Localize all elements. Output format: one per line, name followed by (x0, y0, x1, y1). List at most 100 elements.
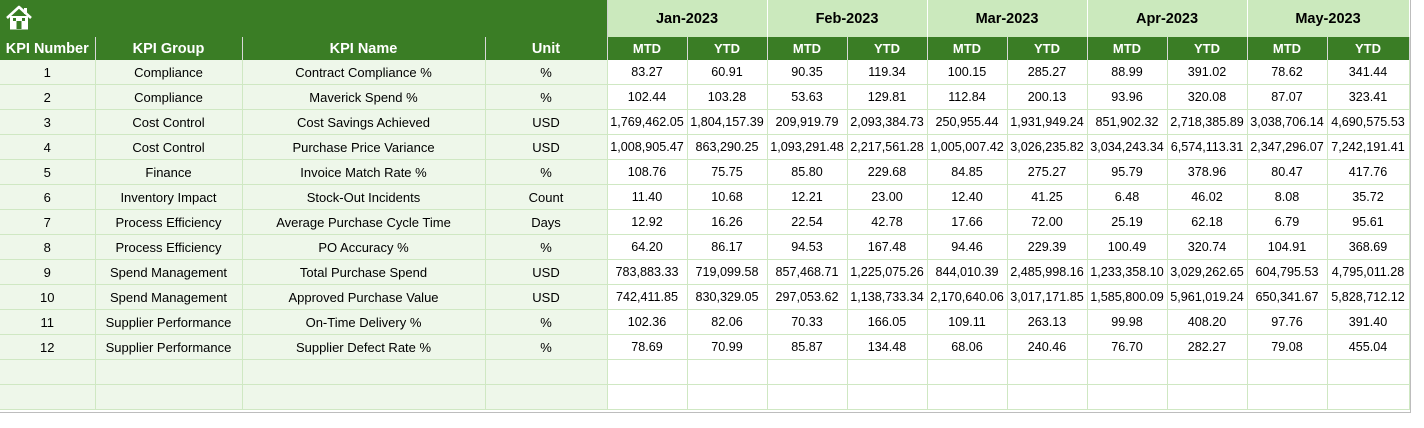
mtd-value-cell[interactable]: 1,233,358.10 (1087, 259, 1168, 285)
kpi-name-cell[interactable]: Contract Compliance % (242, 60, 486, 85)
kpi-number-cell[interactable]: 3 (0, 109, 96, 135)
header-mtd[interactable]: MTD (927, 37, 1008, 60)
mtd-value-cell[interactable]: 83.27 (607, 60, 688, 85)
mtd-value-cell[interactable]: 25.19 (1087, 209, 1168, 235)
ytd-value-cell[interactable]: 3,029,262.65 (1167, 259, 1248, 285)
mtd-value-cell[interactable]: 97.76 (1247, 309, 1328, 335)
mtd-value-cell[interactable]: 250,955.44 (927, 109, 1008, 135)
home-icon[interactable] (4, 4, 34, 32)
mtd-value-cell[interactable]: 1,005,007.42 (927, 134, 1008, 160)
kpi-group-cell[interactable] (95, 359, 243, 385)
header-ytd[interactable]: YTD (1327, 37, 1410, 60)
ytd-value-cell[interactable]: 119.34 (847, 60, 928, 85)
mtd-value-cell[interactable]: 604,795.53 (1247, 259, 1328, 285)
unit-cell[interactable]: Count (485, 184, 608, 210)
ytd-value-cell[interactable]: 863,290.25 (687, 134, 768, 160)
ytd-value-cell[interactable]: 42.78 (847, 209, 928, 235)
mtd-value-cell[interactable]: 11.40 (607, 184, 688, 210)
mtd-value-cell[interactable]: 3,038,706.14 (1247, 109, 1328, 135)
ytd-value-cell[interactable] (1167, 359, 1248, 385)
mtd-value-cell[interactable] (1247, 384, 1328, 410)
ytd-value-cell[interactable]: 134.48 (847, 334, 928, 360)
ytd-value-cell[interactable]: 3,026,235.82 (1007, 134, 1088, 160)
ytd-value-cell[interactable]: 166.05 (847, 309, 928, 335)
header-kpi-number[interactable]: KPI Number (0, 37, 96, 60)
ytd-value-cell[interactable]: 16.26 (687, 209, 768, 235)
header-ytd[interactable]: YTD (687, 37, 768, 60)
mtd-value-cell[interactable]: 85.80 (767, 159, 848, 185)
mtd-value-cell[interactable] (927, 359, 1008, 385)
kpi-number-cell[interactable]: 4 (0, 134, 96, 160)
kpi-group-cell[interactable]: Process Efficiency (95, 209, 243, 235)
kpi-name-cell[interactable] (242, 359, 486, 385)
ytd-value-cell[interactable]: 455.04 (1327, 334, 1410, 360)
ytd-value-cell[interactable]: 240.46 (1007, 334, 1088, 360)
mtd-value-cell[interactable]: 95.79 (1087, 159, 1168, 185)
header-mtd[interactable]: MTD (1247, 37, 1328, 60)
ytd-value-cell[interactable]: 1,225,075.26 (847, 259, 928, 285)
kpi-number-cell[interactable]: 9 (0, 259, 96, 285)
mtd-value-cell[interactable] (1247, 359, 1328, 385)
mtd-value-cell[interactable]: 100.49 (1087, 234, 1168, 260)
kpi-name-cell[interactable]: Maverick Spend % (242, 84, 486, 110)
mtd-value-cell[interactable]: 1,093,291.48 (767, 134, 848, 160)
kpi-group-cell[interactable]: Inventory Impact (95, 184, 243, 210)
header-mtd[interactable]: MTD (607, 37, 688, 60)
unit-cell[interactable]: % (485, 309, 608, 335)
mtd-value-cell[interactable]: 88.99 (1087, 60, 1168, 85)
kpi-group-cell[interactable]: Cost Control (95, 134, 243, 160)
ytd-value-cell[interactable]: 368.69 (1327, 234, 1410, 260)
ytd-value-cell[interactable]: 72.00 (1007, 209, 1088, 235)
ytd-value-cell[interactable]: 2,485,998.16 (1007, 259, 1088, 285)
unit-cell[interactable]: % (485, 234, 608, 260)
kpi-name-cell[interactable]: Approved Purchase Value (242, 284, 486, 310)
mtd-value-cell[interactable]: 85.87 (767, 334, 848, 360)
ytd-value-cell[interactable]: 7,242,191.41 (1327, 134, 1410, 160)
ytd-value-cell[interactable] (1167, 384, 1248, 410)
mtd-value-cell[interactable]: 108.76 (607, 159, 688, 185)
mtd-value-cell[interactable]: 78.69 (607, 334, 688, 360)
ytd-value-cell[interactable]: 391.40 (1327, 309, 1410, 335)
unit-cell[interactable]: % (485, 60, 608, 85)
ytd-value-cell[interactable] (687, 359, 768, 385)
ytd-value-cell[interactable]: 2,718,385.89 (1167, 109, 1248, 135)
ytd-value-cell[interactable]: 285.27 (1007, 60, 1088, 85)
mtd-value-cell[interactable]: 99.98 (1087, 309, 1168, 335)
header-ytd[interactable]: YTD (847, 37, 928, 60)
mtd-value-cell[interactable]: 742,411.85 (607, 284, 688, 310)
mtd-value-cell[interactable]: 844,010.39 (927, 259, 1008, 285)
kpi-name-cell[interactable]: On-Time Delivery % (242, 309, 486, 335)
kpi-name-cell[interactable]: Invoice Match Rate % (242, 159, 486, 185)
unit-cell[interactable]: % (485, 84, 608, 110)
kpi-group-cell[interactable]: Spend Management (95, 259, 243, 285)
mtd-value-cell[interactable]: 93.96 (1087, 84, 1168, 110)
ytd-value-cell[interactable]: 229.39 (1007, 234, 1088, 260)
mtd-value-cell[interactable]: 78.62 (1247, 60, 1328, 85)
kpi-number-cell[interactable]: 7 (0, 209, 96, 235)
ytd-value-cell[interactable]: 323.41 (1327, 84, 1410, 110)
ytd-value-cell[interactable]: 378.96 (1167, 159, 1248, 185)
mtd-value-cell[interactable]: 209,919.79 (767, 109, 848, 135)
mtd-value-cell[interactable]: 1,008,905.47 (607, 134, 688, 160)
mtd-value-cell[interactable]: 12.40 (927, 184, 1008, 210)
mtd-value-cell[interactable] (1087, 384, 1168, 410)
mtd-value-cell[interactable]: 76.70 (1087, 334, 1168, 360)
mtd-value-cell[interactable]: 17.66 (927, 209, 1008, 235)
ytd-value-cell[interactable] (1007, 384, 1088, 410)
ytd-value-cell[interactable]: 5,961,019.24 (1167, 284, 1248, 310)
kpi-number-cell[interactable]: 2 (0, 84, 96, 110)
unit-cell[interactable] (485, 384, 608, 410)
kpi-name-cell[interactable]: Stock-Out Incidents (242, 184, 486, 210)
kpi-name-cell[interactable]: Total Purchase Spend (242, 259, 486, 285)
kpi-number-cell[interactable]: 8 (0, 234, 96, 260)
ytd-value-cell[interactable]: 2,217,561.28 (847, 134, 928, 160)
mtd-value-cell[interactable]: 22.54 (767, 209, 848, 235)
ytd-value-cell[interactable] (1327, 384, 1410, 410)
mtd-value-cell[interactable]: 102.36 (607, 309, 688, 335)
header-ytd[interactable]: YTD (1007, 37, 1088, 60)
unit-cell[interactable]: % (485, 334, 608, 360)
mtd-value-cell[interactable]: 12.21 (767, 184, 848, 210)
ytd-value-cell[interactable]: 1,804,157.39 (687, 109, 768, 135)
mtd-value-cell[interactable]: 90.35 (767, 60, 848, 85)
kpi-group-cell[interactable] (95, 384, 243, 410)
